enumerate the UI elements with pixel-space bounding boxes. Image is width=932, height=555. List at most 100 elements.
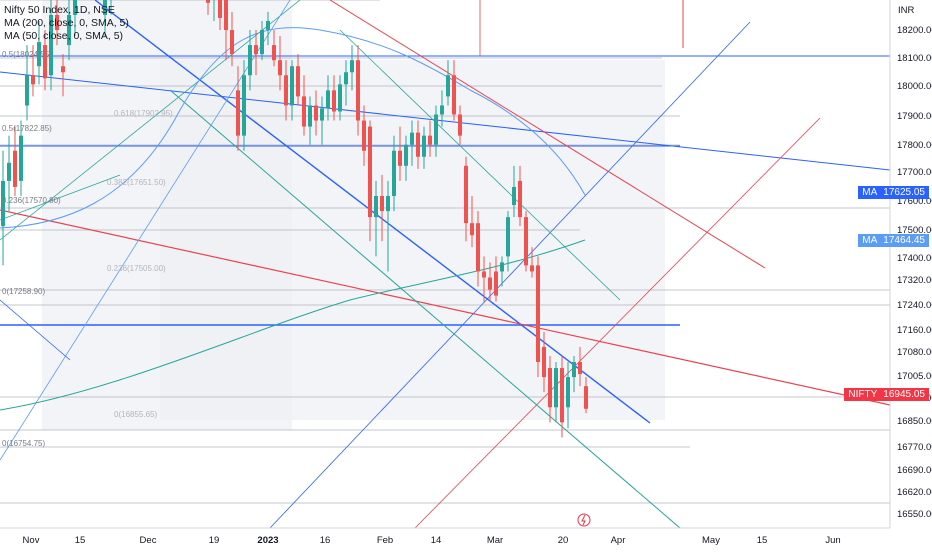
trendline[interactable] [339, 29, 621, 301]
trendline[interactable] [414, 117, 821, 529]
price-tick-label: 16770.00 [897, 442, 932, 453]
candle-body[interactable] [374, 196, 378, 218]
candle-body[interactable] [440, 105, 444, 115]
candle-body[interactable] [7, 162, 11, 181]
candle-body[interactable] [356, 60, 360, 121]
candle-body[interactable] [584, 386, 588, 409]
candle-body[interactable] [254, 45, 258, 55]
candle-body[interactable] [542, 346, 546, 378]
candle-body[interactable] [518, 180, 522, 218]
candle-body[interactable] [524, 217, 528, 266]
candle-body[interactable] [560, 368, 564, 423]
candle-body[interactable] [230, 30, 234, 55]
trendline[interactable] [169, 89, 681, 529]
candle-body[interactable] [224, 0, 228, 30]
candle-body[interactable] [206, 0, 210, 3]
candle-body[interactable] [506, 217, 510, 257]
candle-body[interactable] [344, 72, 348, 85]
candle-body[interactable] [494, 271, 498, 296]
candle-body[interactable] [350, 60, 354, 73]
trendline[interactable] [329, 0, 766, 269]
trendline[interactable] [0, 174, 121, 221]
candle-body[interactable] [578, 362, 582, 375]
candle-body[interactable] [13, 150, 17, 187]
candle-body[interactable] [25, 75, 29, 106]
candle-body[interactable] [368, 126, 372, 218]
candle-body[interactable] [248, 45, 252, 76]
candle-body[interactable] [338, 84, 342, 112]
candle-body[interactable] [476, 223, 480, 272]
candle-body[interactable] [296, 66, 300, 97]
candle-body[interactable] [500, 262, 504, 272]
price-axis[interactable]: 18200.00 18100.00 18000.00 17900.00 17800.00… [897, 25, 932, 520]
candle-body[interactable] [554, 368, 558, 408]
candle-body[interactable] [290, 66, 294, 106]
candle-body[interactable] [266, 20, 270, 30]
candle-body[interactable] [536, 265, 540, 362]
candle-body[interactable] [332, 90, 336, 112]
candle-body[interactable] [422, 135, 426, 157]
candle-body[interactable] [572, 362, 576, 378]
candle-body[interactable] [464, 165, 468, 224]
candle-body[interactable] [31, 75, 35, 85]
candle-body[interactable] [103, 0, 107, 15]
candle-body[interactable] [55, 14, 59, 30]
candle-body[interactable] [272, 45, 276, 61]
candle-body[interactable] [446, 75, 450, 97]
candle-body[interactable] [566, 377, 570, 408]
trendline[interactable] [0, 71, 891, 171]
trendline[interactable] [0, 209, 891, 406]
trendline[interactable] [0, 299, 71, 361]
candle-body[interactable] [470, 223, 474, 236]
candle-body[interactable] [1, 180, 5, 227]
price-tick-label: 17600.00 [897, 196, 932, 207]
candle-body[interactable] [488, 277, 492, 290]
trendline[interactable] [94, 0, 651, 424]
candle-body[interactable] [67, 14, 71, 46]
candle-body[interactable] [452, 75, 456, 115]
trendline[interactable] [269, 21, 751, 529]
candle-body[interactable] [43, 45, 47, 79]
candle-body[interactable] [49, 14, 53, 76]
candle-body[interactable] [236, 90, 240, 136]
candle-body[interactable] [548, 368, 552, 408]
ma50-legend[interactable]: MA (50, close, 0, SMA, 5) [4, 30, 124, 42]
symbol-title[interactable]: Nifty 50 Index, 1D, NSE [4, 4, 115, 16]
candle-body[interactable] [398, 150, 402, 166]
candle-body[interactable] [512, 186, 516, 206]
candle-body[interactable] [19, 135, 23, 181]
candle-body[interactable] [37, 42, 41, 67]
candle-body[interactable] [392, 150, 396, 196]
candle-body[interactable] [308, 105, 312, 127]
candle-body[interactable] [404, 144, 408, 166]
ma200-legend[interactable]: MA (200, close, 0, SMA, 5) [4, 17, 129, 29]
candle-body[interactable] [320, 108, 324, 121]
candle-body[interactable] [380, 196, 384, 212]
candle-body[interactable] [326, 90, 330, 109]
candle-body[interactable] [386, 196, 390, 212]
candle-body[interactable] [242, 75, 246, 136]
candle-body[interactable] [482, 271, 486, 278]
ma200-line[interactable] [0, 27, 586, 229]
candle-body[interactable] [218, 0, 222, 18]
time-axis[interactable]: Nov 15 Dec 19 2023 16 Feb 14 Mar 20 Apr May 15 Jun [23, 535, 841, 546]
candle-body[interactable] [416, 132, 420, 157]
candle-body[interactable] [428, 135, 432, 145]
ma50-line[interactable] [0, 239, 586, 411]
event-marker-icon[interactable] [577, 513, 591, 527]
candle-body[interactable] [284, 75, 288, 106]
candle-body[interactable] [458, 114, 462, 136]
candle-body[interactable] [73, 0, 77, 15]
candle-body[interactable] [278, 60, 282, 76]
candle-body[interactable] [362, 120, 366, 151]
candle-body[interactable] [434, 114, 438, 145]
candle-body[interactable] [260, 30, 264, 55]
trendline[interactable] [0, 0, 291, 461]
candle-body[interactable] [530, 265, 534, 272]
candle-body[interactable] [314, 105, 318, 121]
candle-body[interactable] [302, 96, 306, 127]
candle-body[interactable] [410, 132, 414, 145]
candle-body[interactable] [61, 66, 65, 73]
